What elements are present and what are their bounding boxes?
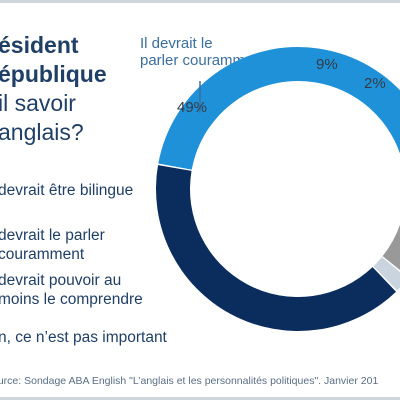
- legend-item-pas-important: n, ce n’est pas important: [0, 329, 167, 346]
- title-line-4: anglais?: [0, 119, 84, 145]
- slice-couramment: [158, 47, 400, 170]
- title-line-1: ésident: [0, 32, 79, 58]
- legend-item-bilingue: devrait être bilingue: [0, 182, 134, 199]
- slice-bilingue: [155, 165, 397, 332]
- title-line-2: épublique: [0, 61, 107, 87]
- data-label-couramment: 49%: [177, 99, 208, 116]
- slice-pas-important: [373, 257, 400, 291]
- legend-item-couramment: devrait le parler couramment: [0, 227, 105, 263]
- data-label-pas-important: 2%: [364, 75, 386, 92]
- legend-item-comprendre: devrait pouvoir au moins le comprendre: [0, 272, 143, 308]
- data-label-comprendre: 9%: [316, 56, 338, 73]
- title-line-3: il savoir: [0, 90, 76, 116]
- chart-title: ésident épublique il savoir anglais?: [0, 31, 118, 147]
- slice-comprendre: [382, 224, 400, 271]
- donut-chart: [155, 47, 400, 332]
- source-note: ource: Sondage ABA English "L’anglais et…: [0, 375, 379, 387]
